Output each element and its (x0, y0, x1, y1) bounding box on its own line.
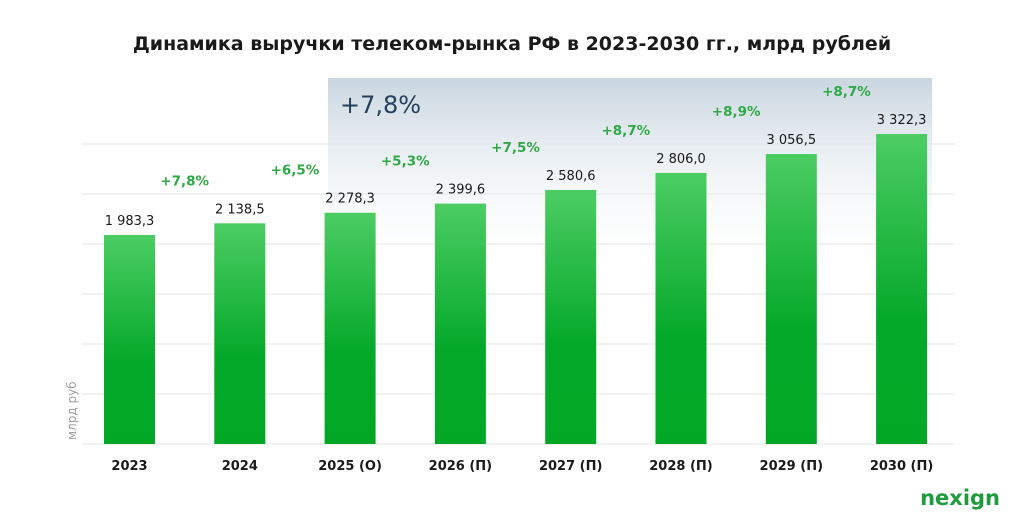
value-label: 2 806,0 (656, 152, 706, 167)
growth-label: +8,7% (822, 84, 871, 100)
bar-2024 (214, 223, 266, 444)
category-label: 2027 (П) (539, 459, 602, 474)
category-label: 2029 (П) (760, 459, 823, 474)
value-label: 2 138,5 (215, 202, 265, 217)
growth-label: +7,5% (491, 140, 540, 156)
chart-title: Динамика выручки телеком-рынка РФ в 2023… (133, 33, 891, 55)
category-label: 2025 (О) (318, 459, 382, 474)
value-label: 2 580,6 (546, 169, 596, 184)
value-label: 3 322,3 (877, 113, 927, 128)
value-label: 3 056,5 (766, 133, 816, 148)
category-label: 2028 (П) (649, 459, 712, 474)
value-label: 1 983,3 (105, 214, 155, 229)
growth-label: +5,3% (381, 154, 430, 170)
growth-label: +6,5% (271, 163, 320, 179)
nexign-logo: nexign (920, 486, 1000, 510)
bar-2025 (О) (324, 212, 376, 444)
category-label: 2024 (222, 459, 258, 474)
growth-label: +8,7% (601, 123, 650, 139)
bar-2029 (П) (765, 154, 817, 445)
cagr-label: +7,8% (340, 91, 421, 119)
bar-2026 (П) (434, 203, 486, 444)
growth-label: +7,8% (160, 173, 209, 189)
category-label: 2030 (П) (870, 459, 933, 474)
y-axis-label: млрд руб (65, 381, 79, 440)
bar-2030 (П) (876, 134, 928, 444)
growth-label: +8,9% (712, 104, 761, 120)
category-label: 2026 (П) (429, 459, 492, 474)
bar-2028 (П) (655, 172, 707, 444)
bars (104, 134, 928, 445)
value-label: 2 399,6 (436, 183, 486, 198)
forecast-highlight-band (328, 78, 932, 278)
bar-2023 (104, 235, 155, 444)
category-label: 2023 (111, 459, 147, 474)
labels: 1 983,3 2023 2 138,5 2024 2 278,3 2025 (О) 2 3… (105, 84, 934, 474)
value-label: 2 278,3 (325, 192, 375, 207)
bar-2027 (П) (545, 189, 597, 444)
